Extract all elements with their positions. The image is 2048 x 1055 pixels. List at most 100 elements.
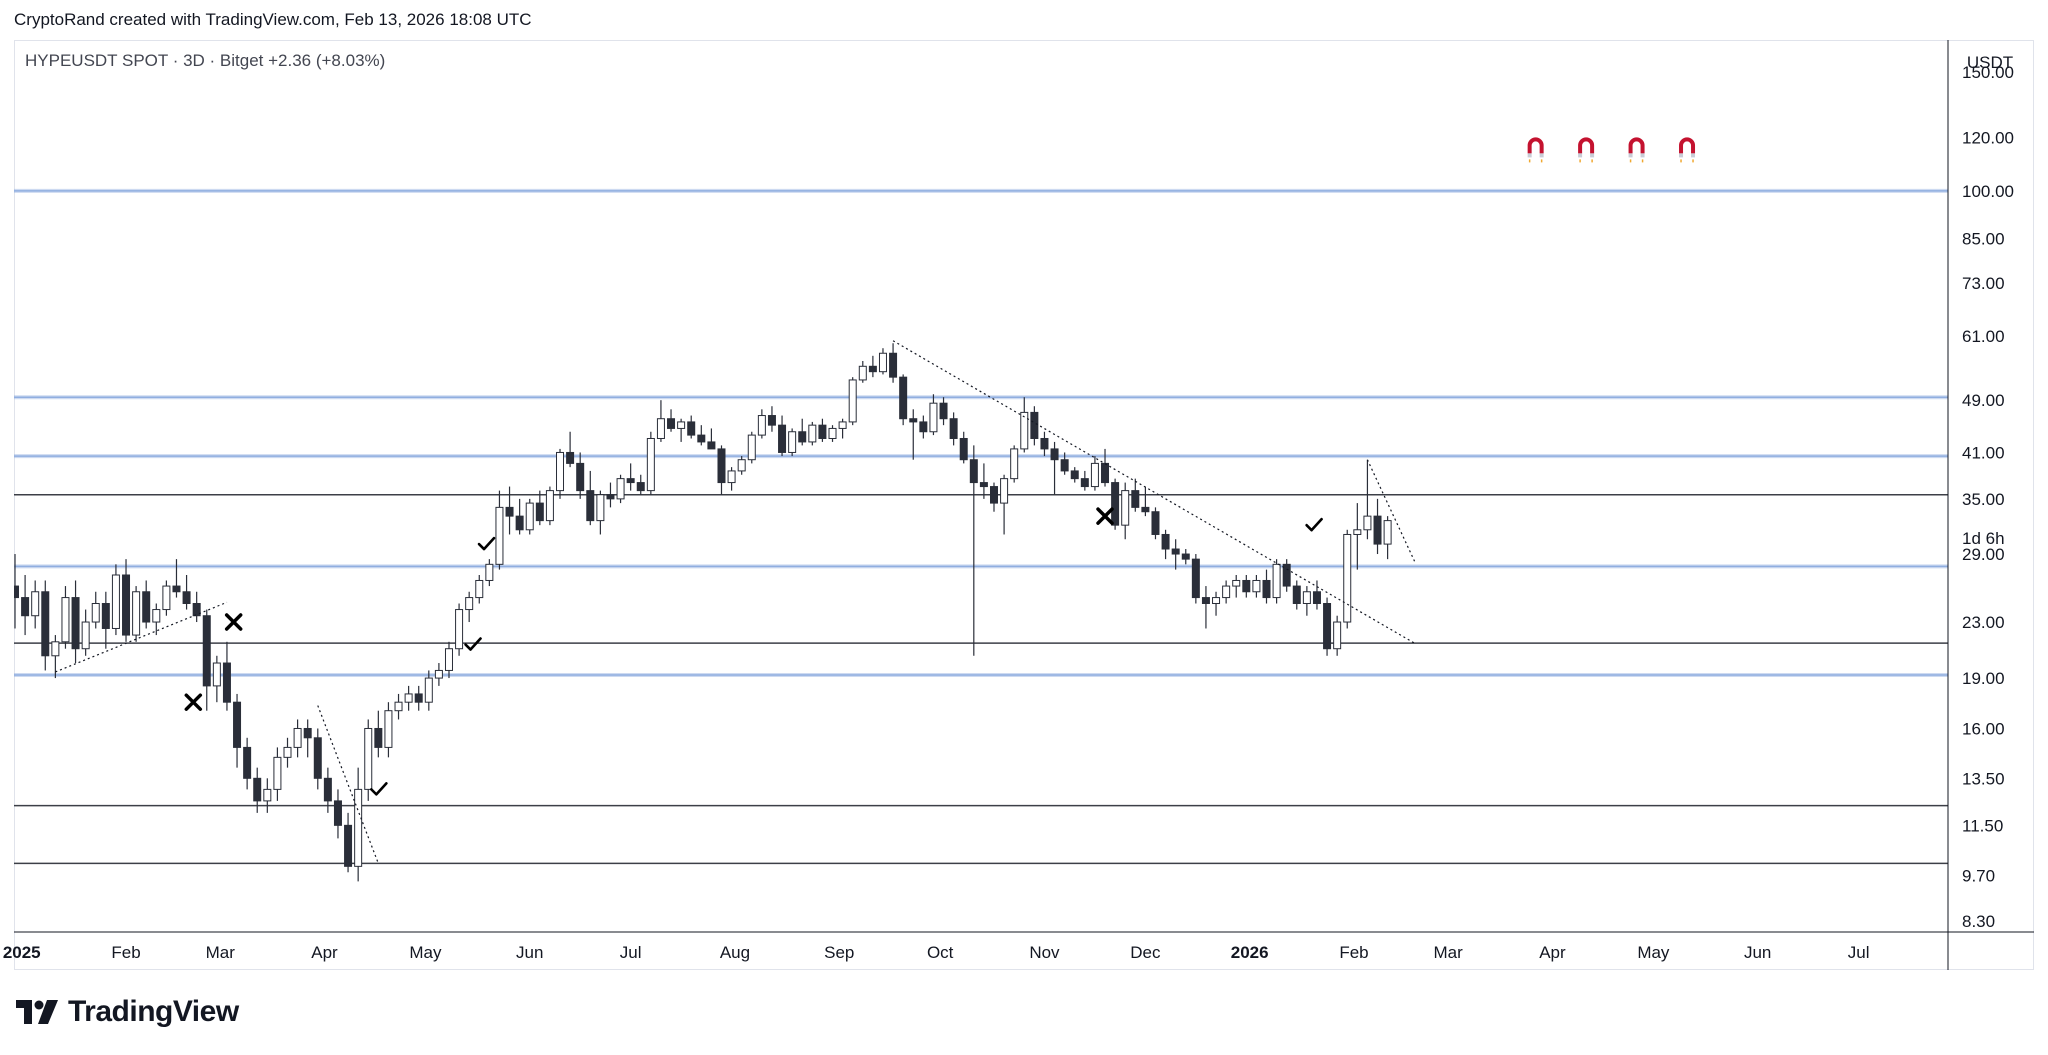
candle-down	[243, 746, 252, 779]
candle-up	[404, 693, 413, 703]
x-tick-label: Apr	[311, 943, 338, 962]
x-tick-label: Feb	[1339, 943, 1368, 962]
candle-up	[747, 434, 756, 461]
candle-up	[1302, 591, 1311, 604]
cross-mark-stroke	[184, 693, 203, 711]
candle-down	[233, 701, 242, 748]
magnet-tip	[1691, 153, 1696, 158]
candle-up	[525, 502, 534, 531]
candle-down	[1292, 585, 1301, 604]
horizontal-levels	[14, 188, 1948, 865]
candle-up	[1272, 563, 1281, 599]
candle-down	[505, 506, 514, 517]
x-tick-label: Aug	[720, 943, 750, 962]
candle-up	[293, 727, 302, 748]
candles	[14, 343, 1392, 882]
currency-label: USDT	[1967, 53, 2013, 72]
candle-up	[737, 459, 746, 472]
candle-up	[394, 701, 403, 712]
cross-mark-icon	[224, 613, 243, 631]
check-mark-icon	[1305, 517, 1323, 532]
symbol-info[interactable]: HYPEUSDT SPOT · 3D · Bitget +2.36 (+8.03…	[25, 51, 386, 70]
magnet-icon	[1578, 137, 1595, 163]
candle-up	[878, 352, 887, 373]
candle-up	[1222, 585, 1231, 599]
candle-up	[1010, 448, 1019, 480]
candle-down	[989, 486, 998, 504]
candle-down	[818, 424, 827, 439]
candle-up	[61, 597, 70, 643]
axes: USDT	[14, 40, 2034, 970]
candle-down	[576, 462, 585, 492]
countdown-label: 1d 6h	[1962, 529, 2005, 548]
candle-down	[1151, 511, 1160, 535]
candle-down	[323, 777, 332, 802]
y-tick-label: 73.00	[1962, 274, 2005, 293]
candle-down	[707, 441, 716, 450]
candle-down	[1323, 602, 1332, 650]
candle-down	[303, 727, 312, 739]
candle-down	[798, 431, 807, 443]
candle-down	[969, 459, 978, 484]
check-mark-icon	[370, 782, 388, 796]
candle-down	[606, 494, 615, 500]
candle-up	[929, 402, 938, 433]
x-tick-label: Oct	[927, 943, 954, 962]
candle-down	[253, 777, 262, 802]
candle-down	[1242, 579, 1251, 593]
candle-up	[81, 621, 90, 650]
magnet-tip	[1628, 153, 1633, 158]
candle-down	[222, 662, 231, 703]
candle-up	[495, 506, 504, 565]
candle-down	[172, 585, 181, 593]
y-tick-label: 85.00	[1962, 230, 2005, 249]
x-tick-label: Nov	[1029, 943, 1060, 962]
candle-down	[535, 502, 544, 522]
candle-up	[31, 591, 40, 617]
candle-up	[273, 756, 282, 790]
candle-down	[182, 591, 191, 604]
candle-down	[41, 591, 50, 657]
candle-up	[727, 470, 736, 484]
x-tick-label: Dec	[1130, 943, 1161, 962]
tradingview-logo-text: TradingView	[68, 995, 239, 1028]
candle-up	[616, 478, 625, 500]
candle-down	[1161, 533, 1170, 550]
magnet-tip	[1527, 153, 1532, 158]
check-mark-icon	[477, 536, 496, 551]
candle-down	[313, 737, 322, 779]
magnet-icon	[1628, 137, 1645, 163]
candle-down	[1060, 459, 1069, 472]
x-tick-label: 2026	[1231, 943, 1269, 962]
candle-down	[21, 597, 30, 617]
candle-down	[1373, 515, 1382, 545]
candle-up	[808, 424, 817, 443]
candle-down	[101, 602, 110, 629]
x-tick-label: Jun	[1744, 943, 1771, 962]
tradingview-logo[interactable]: TradingView	[16, 995, 239, 1029]
y-tick-label: 100.00	[1962, 182, 2014, 201]
candle-down	[414, 693, 423, 703]
candle-up	[596, 494, 605, 522]
candle-up	[1343, 533, 1352, 623]
y-tick-label: 61.00	[1962, 327, 2005, 346]
candle-down	[1262, 579, 1271, 599]
candle-up	[858, 365, 867, 381]
candle-up	[545, 490, 554, 522]
candle-up	[354, 788, 363, 867]
candle-down	[122, 574, 131, 636]
candle-up	[1252, 579, 1261, 593]
chart-frame	[14, 40, 2034, 970]
candle-up	[1232, 579, 1241, 587]
candle-down	[1050, 448, 1059, 461]
candle-up	[788, 431, 797, 453]
candle-down	[1141, 506, 1150, 513]
trendline	[892, 340, 1415, 644]
candle-up	[1000, 478, 1009, 504]
candle-up	[465, 597, 474, 611]
cross-mark-stroke	[1096, 507, 1114, 525]
candle-up	[475, 579, 484, 599]
trendline	[55, 601, 228, 673]
candle-down	[1101, 462, 1110, 484]
